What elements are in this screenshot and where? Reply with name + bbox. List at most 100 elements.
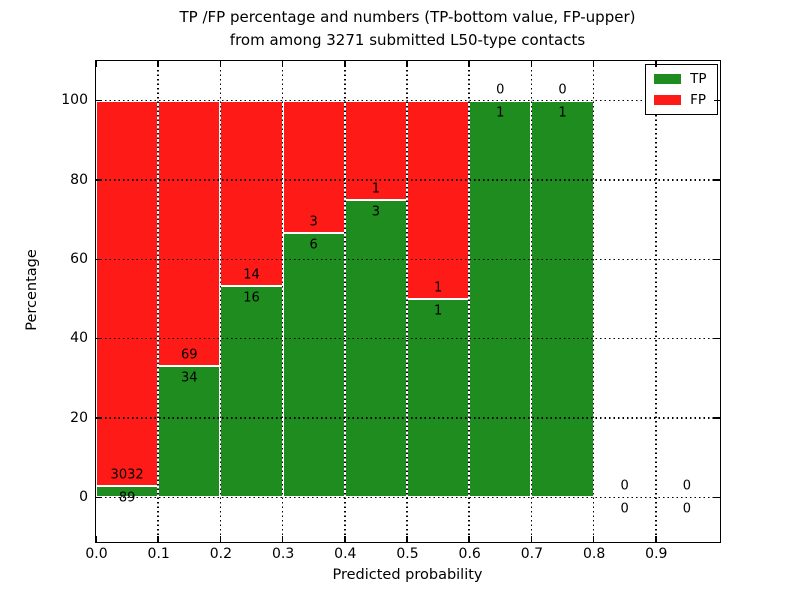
y-tick-mark xyxy=(96,496,102,499)
tp-count-label: 1 xyxy=(558,105,567,121)
tp-count-label: 1 xyxy=(496,105,505,121)
y-tick-mark xyxy=(714,496,720,499)
x-tick-mark xyxy=(406,61,408,67)
y-gridline xyxy=(96,179,718,181)
fp-count-label: 0 xyxy=(682,478,692,494)
x-gridline xyxy=(468,61,470,541)
fp-count-label: 0 xyxy=(558,82,567,98)
bar-segment-tp xyxy=(407,299,470,498)
y-tick-label: 20 xyxy=(70,409,88,426)
x-tick-label: 0.5 xyxy=(396,546,419,562)
x-tick-mark xyxy=(157,61,159,67)
fp-count-label: 14 xyxy=(243,267,260,283)
y-gridline xyxy=(96,417,718,419)
x-tick-mark xyxy=(655,61,657,67)
bar-segment-tp xyxy=(344,199,407,498)
fp-count-label: 0 xyxy=(496,82,505,98)
y-tick-mark xyxy=(96,258,102,261)
bar-segment-tp xyxy=(531,100,594,498)
y-axis-label: Percentage xyxy=(24,249,40,331)
x-tick-label: 0.3 xyxy=(271,546,295,562)
y-tick-mark xyxy=(96,337,102,340)
bar-segment-tp xyxy=(158,366,221,498)
x-tick-mark xyxy=(281,536,284,542)
x-gridline xyxy=(219,61,222,541)
fp-count-label: 1 xyxy=(371,181,381,197)
x-gridline xyxy=(530,61,533,541)
x-tick-mark xyxy=(655,536,657,542)
tp-count-label: 0 xyxy=(620,501,629,517)
fp-count-label: 3032 xyxy=(110,467,144,483)
tp-count-label: 0 xyxy=(682,501,692,517)
tp-count-label: 3 xyxy=(371,204,381,220)
x-gridline xyxy=(157,61,159,541)
bar-segment-fp xyxy=(158,100,221,367)
y-gridline xyxy=(96,99,718,102)
x-gridline xyxy=(592,61,595,541)
x-tick-label: 0.8 xyxy=(582,546,606,562)
x-tick-label: 0.1 xyxy=(147,546,170,562)
x-tick-mark xyxy=(592,61,595,67)
y-tick-mark xyxy=(714,99,720,102)
plot-area: TP FP 3032 89 69 34 14 16 3 6 1 3 1 1 0 1 0 1 0 0 0 0 xyxy=(95,60,721,543)
bar-segment-fp xyxy=(96,100,159,487)
y-tick-mark xyxy=(714,179,720,181)
bar-segment-tp xyxy=(220,285,283,498)
bar-segment-tp xyxy=(282,232,345,498)
x-axis-label: Predicted probability xyxy=(332,567,483,583)
fp-legend-swatch xyxy=(654,95,682,105)
x-gridline xyxy=(344,61,346,541)
legend-entry-fp: FP xyxy=(654,93,706,107)
fp-count-label: 0 xyxy=(620,478,629,494)
x-tick-mark xyxy=(344,61,346,67)
x-tick-mark xyxy=(219,61,222,67)
fp-count-label: 1 xyxy=(433,280,443,296)
y-gridline xyxy=(96,337,718,340)
y-tick-label: 40 xyxy=(70,330,88,347)
x-tick-label: 0.4 xyxy=(334,546,357,562)
y-tick-mark xyxy=(714,337,720,340)
x-tick-mark xyxy=(95,536,97,542)
bar-segment-fp xyxy=(407,100,470,299)
tp-count-label: 1 xyxy=(433,303,443,319)
tp-count-label: 6 xyxy=(309,237,318,253)
y-tick-mark xyxy=(714,417,720,419)
y-tick-label: 60 xyxy=(70,250,88,267)
chart-title-line1: TP /FP percentage and numbers (TP-bottom… xyxy=(179,8,636,26)
chart-title-line2: from among 3271 submitted L50-type conta… xyxy=(229,31,586,49)
fp-count-label: 3 xyxy=(309,214,318,230)
legend-entry-tp: TP xyxy=(654,71,707,87)
y-tick-mark xyxy=(96,417,102,419)
y-gridline xyxy=(96,258,718,261)
tp-count-label: 34 xyxy=(181,370,198,386)
x-gridline xyxy=(281,61,284,541)
x-tick-mark xyxy=(468,536,470,542)
tp-count-label: 89 xyxy=(118,490,136,506)
bar-segment-tp xyxy=(469,100,532,498)
x-tick-mark xyxy=(406,536,408,542)
x-tick-label: 0.6 xyxy=(458,546,481,562)
x-tick-label: 0.2 xyxy=(209,546,233,562)
x-tick-mark xyxy=(530,536,533,542)
bar-segment-fp xyxy=(282,100,345,233)
x-tick-mark xyxy=(95,61,97,67)
y-gridline xyxy=(96,496,718,499)
y-tick-mark xyxy=(96,179,102,181)
x-tick-label: 0.0 xyxy=(85,546,108,562)
x-tick-mark xyxy=(157,536,159,542)
y-tick-label: 80 xyxy=(70,171,88,188)
x-tick-mark xyxy=(592,536,595,542)
tp-count-label: 16 xyxy=(243,290,260,306)
x-gridline xyxy=(406,61,408,541)
chart-title: TP /FP percentage and numbers (TP-bottom… xyxy=(96,6,719,52)
x-tick-mark xyxy=(281,61,284,67)
y-tick-mark xyxy=(714,258,720,261)
y-tick-label: 0 xyxy=(79,488,88,505)
tp-legend-label: TP xyxy=(690,71,707,87)
legend: TP FP xyxy=(645,64,718,115)
x-tick-mark xyxy=(530,61,533,67)
fp-count-label: 69 xyxy=(181,347,198,363)
y-tick-mark xyxy=(96,99,102,102)
tp-legend-swatch xyxy=(654,74,682,84)
